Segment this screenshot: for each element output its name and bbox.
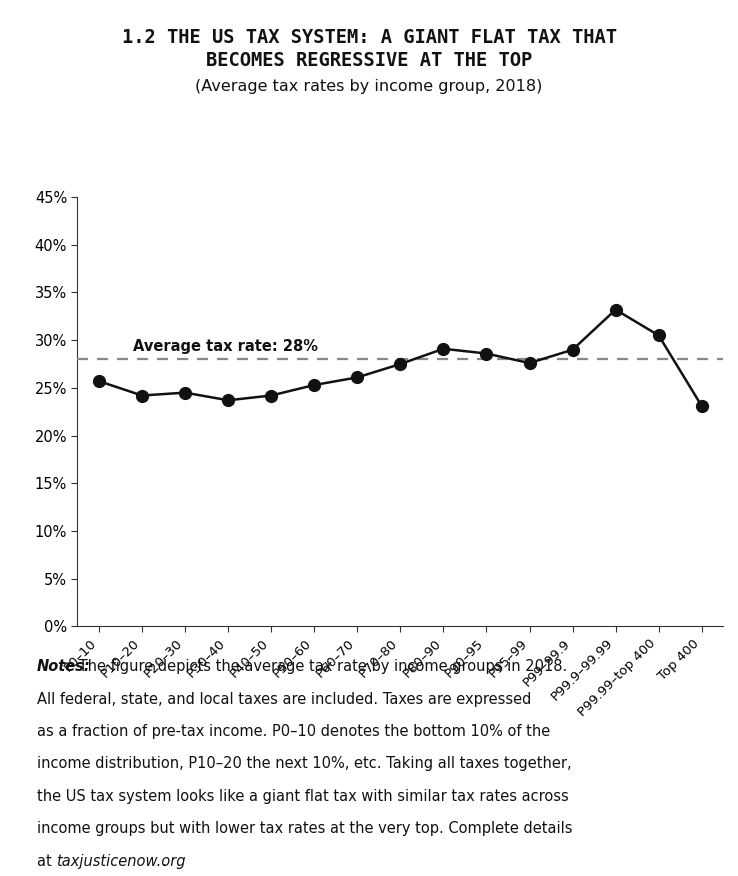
Text: taxjusticenow.org: taxjusticenow.org [55, 853, 185, 869]
Text: 1.2 THE US TAX SYSTEM: A GIANT FLAT TAX THAT: 1.2 THE US TAX SYSTEM: A GIANT FLAT TAX … [122, 28, 616, 47]
Text: Average tax rate: 28%: Average tax rate: 28% [134, 340, 319, 355]
Text: BECOMES REGRESSIVE AT THE TOP: BECOMES REGRESSIVE AT THE TOP [206, 51, 532, 70]
Text: as a fraction of pre-tax income. P0–10 denotes the bottom 10% of the: as a fraction of pre-tax income. P0–10 d… [37, 724, 550, 739]
Text: (Average tax rates by income group, 2018): (Average tax rates by income group, 2018… [196, 79, 542, 94]
Text: income distribution, P10–20 the next 10%, etc. Taking all taxes together,: income distribution, P10–20 the next 10%… [37, 757, 571, 772]
Text: All federal, state, and local taxes are included. Taxes are expressed: All federal, state, and local taxes are … [37, 692, 531, 707]
Text: at: at [37, 853, 56, 869]
Text: income groups but with lower tax rates at the very top. Complete details: income groups but with lower tax rates a… [37, 822, 573, 837]
Text: Notes:: Notes: [37, 659, 91, 675]
Text: .: . [162, 853, 167, 869]
Text: the US tax system looks like a giant flat tax with similar tax rates across: the US tax system looks like a giant fla… [37, 789, 569, 804]
Text: The figure depicts the average tax rate by income groups in 2018.: The figure depicts the average tax rate … [75, 659, 568, 675]
